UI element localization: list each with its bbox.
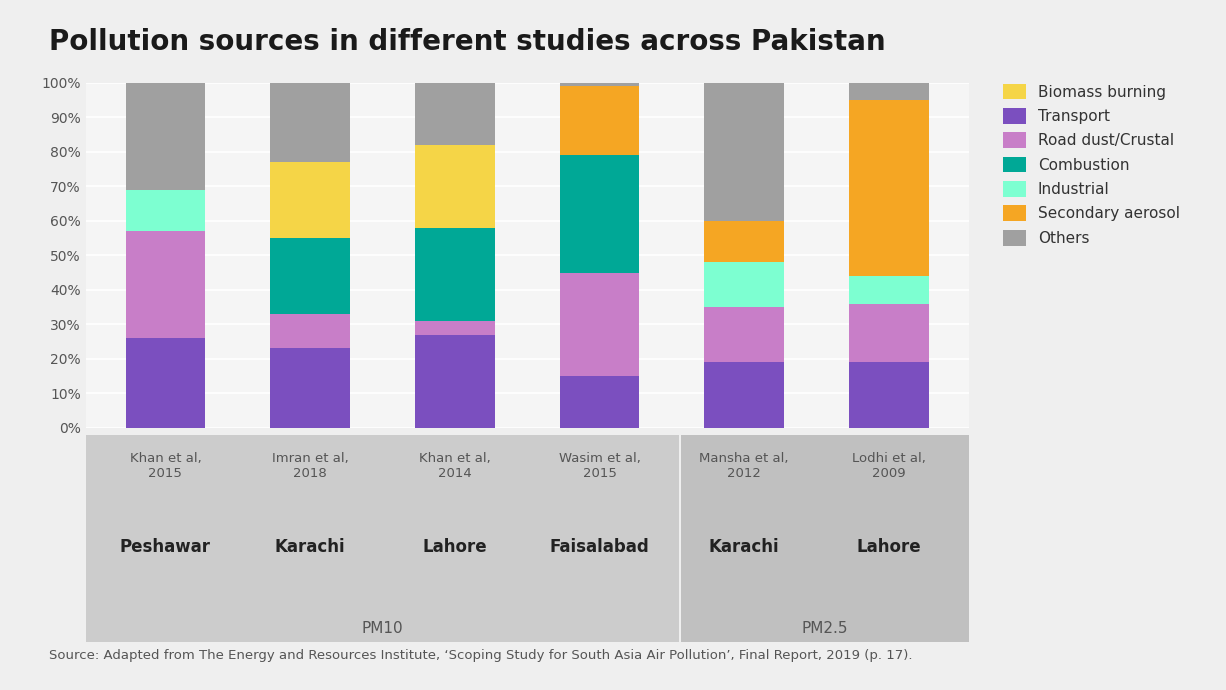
Bar (560, 83, 639, 86)
Bar (705, 221, 785, 262)
Bar (270, 83, 349, 162)
Legend: Biomass burning, Transport, Road dust/Crustal, Combustion, Industrial, Secondary: Biomass burning, Transport, Road dust/Cr… (1003, 83, 1179, 246)
Bar (125, 190, 205, 231)
Text: Imran et al,
2018: Imran et al, 2018 (272, 452, 348, 480)
Bar (125, 338, 205, 428)
Bar (270, 238, 349, 314)
Bar (416, 228, 494, 321)
Text: Source: Adapted from The Energy and Resources Institute, ‘Scoping Study for Sout: Source: Adapted from The Energy and Reso… (49, 649, 912, 662)
Bar (270, 162, 349, 238)
Text: PM10: PM10 (362, 621, 403, 636)
Text: Lahore: Lahore (423, 538, 487, 556)
Text: Lodhi et al,
2009: Lodhi et al, 2009 (852, 452, 926, 480)
Bar (705, 262, 785, 307)
Bar (850, 276, 929, 304)
Bar (560, 155, 639, 273)
Text: PM2.5: PM2.5 (802, 621, 848, 636)
Bar (560, 376, 639, 428)
Bar (125, 231, 205, 338)
Bar (416, 335, 494, 428)
Bar (850, 100, 929, 276)
Bar (705, 83, 785, 221)
Text: Khan et al,
2015: Khan et al, 2015 (130, 452, 201, 480)
Bar (416, 83, 494, 145)
Bar (125, 83, 205, 190)
Bar (705, 307, 785, 362)
Bar (850, 304, 929, 362)
Text: Peshawar: Peshawar (120, 538, 211, 556)
Text: Karachi: Karachi (275, 538, 346, 556)
Bar (270, 348, 349, 428)
Bar (850, 83, 929, 100)
Text: Karachi: Karachi (709, 538, 780, 556)
Bar (850, 362, 929, 428)
Text: Khan et al,
2014: Khan et al, 2014 (419, 452, 490, 480)
Text: Faisalabad: Faisalabad (549, 538, 650, 556)
Bar (416, 321, 494, 335)
Bar (416, 145, 494, 228)
Bar (560, 273, 639, 376)
Text: Lahore: Lahore (857, 538, 921, 556)
Text: Pollution sources in different studies across Pakistan: Pollution sources in different studies a… (49, 28, 885, 56)
Text: Wasim et al,
2015: Wasim et al, 2015 (559, 452, 640, 480)
Bar (560, 86, 639, 155)
Bar (270, 314, 349, 348)
Text: Mansha et al,
2012: Mansha et al, 2012 (700, 452, 790, 480)
Bar (705, 362, 785, 428)
